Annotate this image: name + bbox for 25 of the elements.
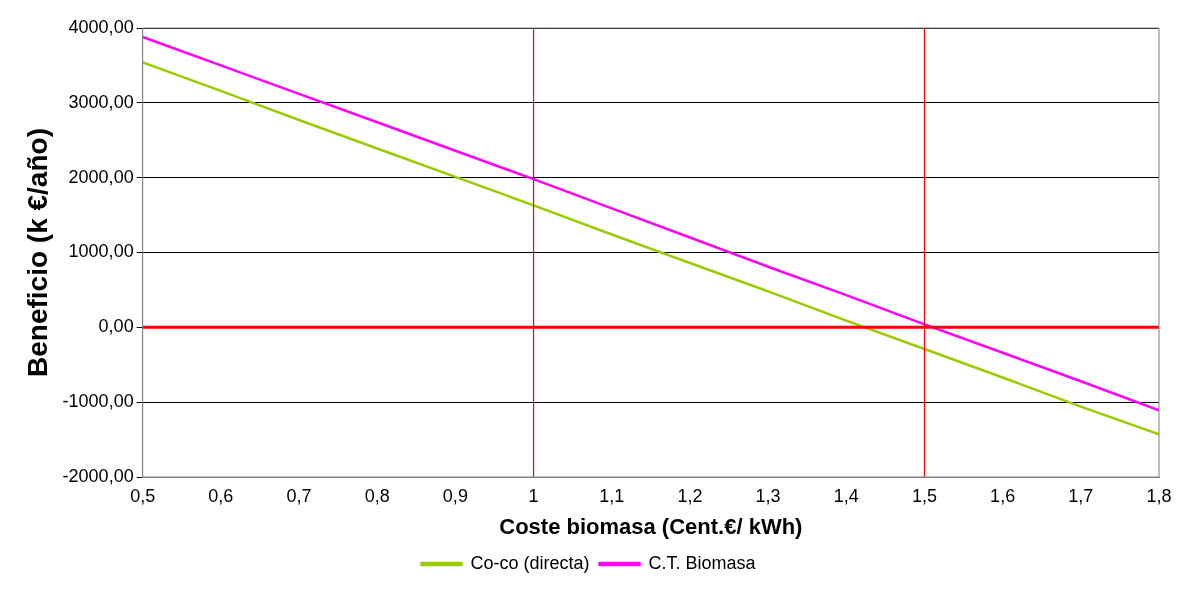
x-tick-label: 1,7 <box>1068 485 1094 506</box>
y-tick-label: 3000,00 <box>68 91 134 112</box>
x-tick-label: 0,7 <box>286 485 312 506</box>
x-axis-title: Coste biomasa (Cent.€/ kWh) <box>499 513 803 539</box>
x-tick-label: 1,6 <box>990 485 1016 506</box>
y-tick-label: 2000,00 <box>68 166 134 187</box>
x-tick-label: 1,3 <box>755 485 781 506</box>
x-tick-label: 0,5 <box>130 485 156 506</box>
x-tick-label: 1,5 <box>911 485 937 506</box>
y-tick-label: 4000,00 <box>68 16 134 37</box>
x-tick-label: 1,1 <box>599 485 625 506</box>
x-tick-label: 1 <box>528 485 539 506</box>
y-tick-label: -1000,00 <box>62 391 134 412</box>
legend-label: C.T. Biomasa <box>648 552 757 573</box>
x-tick-label: 1,8 <box>1146 485 1172 506</box>
y-tick-label: 1000,00 <box>68 241 134 262</box>
y-tick-label: -2000,00 <box>62 465 134 486</box>
x-tick-label: 1,4 <box>833 485 859 506</box>
x-tick-label: 0,8 <box>364 485 390 506</box>
x-tick-label: 0,9 <box>442 485 468 506</box>
x-tick-label: 1,2 <box>677 485 703 506</box>
legend-label: Co-co (directa) <box>470 552 590 573</box>
x-tick-label: 0,6 <box>208 485 234 506</box>
y-tick-label: 0,00 <box>98 316 134 337</box>
y-axis-title: Beneficio (k €/año) <box>21 128 53 377</box>
